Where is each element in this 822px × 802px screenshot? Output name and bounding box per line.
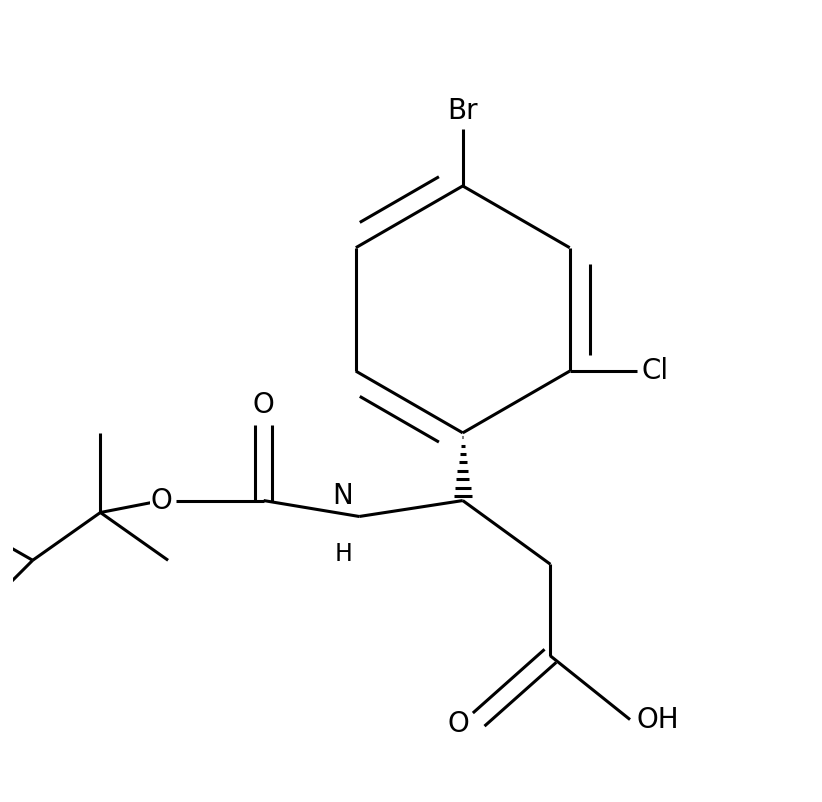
Text: N: N (332, 482, 353, 510)
Text: O: O (253, 391, 275, 419)
Text: OH: OH (636, 706, 679, 734)
Text: O: O (150, 487, 172, 515)
Text: Cl: Cl (641, 357, 668, 385)
Text: Br: Br (447, 96, 478, 124)
Text: H: H (335, 542, 353, 566)
Text: O: O (447, 710, 469, 738)
